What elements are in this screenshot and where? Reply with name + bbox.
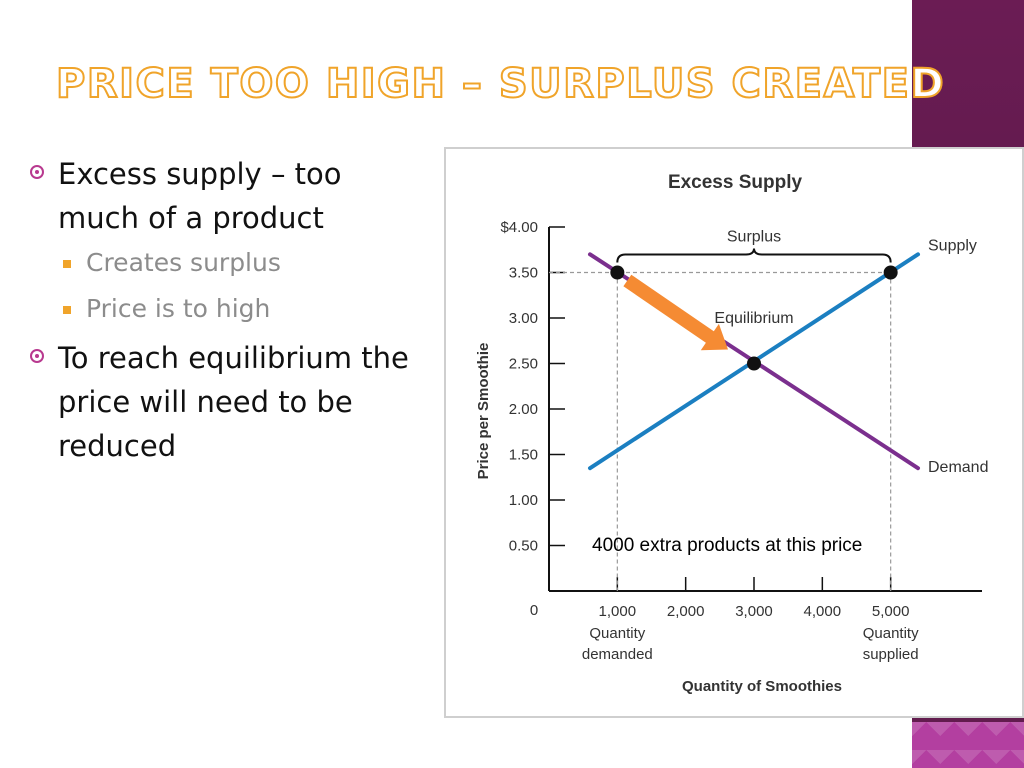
data-point (747, 356, 761, 371)
sub-bullet-item: Creates surplus (30, 240, 430, 286)
y-tick-label: 3.00 (509, 310, 538, 327)
bullet-item: To reach equilibrium the price will need… (30, 336, 430, 468)
demand-label: Demand (928, 459, 988, 476)
orange-arrow-icon (623, 274, 728, 351)
y-tick-label: 1.50 (509, 447, 538, 464)
bullet-item: Excess supply – too much of a product (30, 152, 430, 240)
y-tick-label: 2.50 (509, 356, 538, 373)
equilibrium-label: Equilibrium (714, 310, 793, 327)
x-tick-sublabel: Quantity (589, 625, 645, 642)
x-tick-label: 1,000 (599, 603, 637, 620)
chart-frame: Excess Supply Price per Smoothie Quantit… (444, 147, 1024, 718)
x-axis-label: Quantity of Smoothies (682, 678, 842, 695)
decorative-pattern-band (912, 722, 1024, 768)
y-axis-label: Price per Smoothie (475, 343, 492, 480)
y-tick-label: 2.00 (509, 401, 538, 418)
bullet-list: Excess supply – too much of a product Cr… (30, 152, 430, 468)
supply-label: Supply (928, 237, 977, 254)
y-tick-label: 1.00 (509, 492, 538, 509)
y-tick-label: $4.00 (500, 219, 538, 236)
data-point (883, 265, 898, 280)
x-tick-label: 4,000 (804, 603, 842, 620)
sub-bullet-list: Creates surplus Price is to high (30, 240, 430, 332)
surplus-brace (616, 248, 892, 263)
bullet-text: To reach equilibrium the price will need… (58, 341, 409, 463)
x-tick-sublabel: supplied (863, 646, 919, 663)
sub-bullet-text: Creates surplus (86, 248, 281, 277)
circle-bullet-icon (30, 349, 44, 363)
x-tick-label: 3,000 (735, 603, 773, 620)
overlay-annotation: 4000 extra products at this price (592, 535, 862, 556)
x-tick-label: 5,000 (872, 603, 910, 620)
sub-bullet-item: Price is to high (30, 286, 430, 332)
square-bullet-icon (63, 306, 71, 314)
slide-title: PRICE TOO HIGH – SURPLUS CREATED (55, 61, 946, 107)
surplus-label: Surplus (727, 229, 781, 246)
square-bullet-icon (63, 260, 71, 268)
chart-title: Excess Supply (668, 172, 803, 193)
bullet-text: Excess supply – too much of a product (58, 157, 342, 235)
sub-bullet-text: Price is to high (86, 294, 271, 323)
origin-label: 0 (530, 602, 538, 619)
circle-bullet-icon (30, 165, 44, 179)
y-tick-label: 0.50 (509, 538, 538, 555)
data-point (610, 265, 625, 280)
y-tick-label: 3.50 (509, 265, 538, 282)
x-tick-label: 2,000 (667, 603, 705, 620)
excess-supply-chart: Excess Supply Price per Smoothie Quantit… (475, 172, 988, 695)
x-tick-sublabel: Quantity (863, 625, 919, 642)
x-tick-sublabel: demanded (582, 646, 653, 663)
